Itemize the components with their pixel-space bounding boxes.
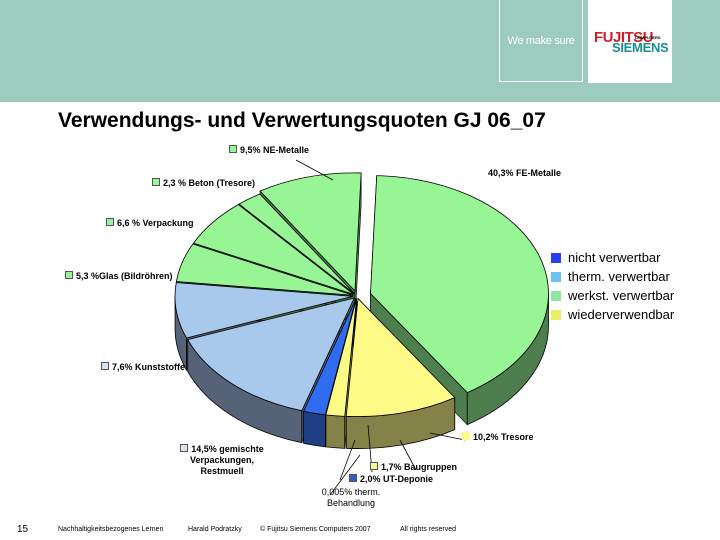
leader-line <box>429 432 466 441</box>
label-text: 14,5% gemischte <box>191 444 264 454</box>
swatch-icon <box>229 145 237 153</box>
label-text: 0,005% therm. <box>321 487 381 497</box>
swatch-icon <box>101 362 109 370</box>
swatch-icon <box>152 178 160 186</box>
swatch-icon <box>180 444 189 452</box>
legend-swatch-icon <box>551 309 561 320</box>
label-ut-deponie: 2,0% UT-Deponie <box>349 474 433 485</box>
legend-swatch-icon <box>551 252 561 263</box>
swatch-icon <box>65 271 73 279</box>
swatch-icon <box>370 462 378 470</box>
label-baugruppen: 1,7% Baugruppen <box>370 462 457 473</box>
pie-slice-side <box>303 410 326 448</box>
legend-item-wiederverwendbar: wiederverwendbar <box>551 305 674 324</box>
leader-line <box>399 439 417 471</box>
company-logo: FUJITSU COMPUTERS SIEMENS <box>588 0 672 83</box>
pie-slice-7 <box>175 243 354 296</box>
chart-legend: nicht verwertbar therm. verwertbar werks… <box>551 248 674 324</box>
label-fe-metalle: 40,3% FE-Metalle <box>488 168 561 179</box>
tagline-text: We make sure <box>507 34 575 47</box>
label-text: 5,3 %Glas (Bildröhren) <box>76 271 173 281</box>
pie-slice-1 <box>345 297 456 417</box>
tagline: We make sure <box>499 0 583 82</box>
label-text: 7,6% Kunststoffe <box>112 362 186 372</box>
slide-title: Verwendungs- und Verwertungsquoten GJ 06… <box>58 109 546 132</box>
label-text: 6,6 % Verpackung <box>117 218 194 228</box>
swatch-icon <box>349 474 357 482</box>
logo-fujitsu-text: FUJITSU <box>594 29 654 46</box>
legend-label: werkst. verwertbar <box>568 288 675 303</box>
label-text: 2,3 % Beton (Tresore) <box>163 178 256 188</box>
leader-line <box>339 439 356 481</box>
slide-footer: 15 Nachhaltigkeitsbezogenes Lernen Haral… <box>0 524 720 538</box>
legend-label: nicht verwertbar <box>568 250 661 265</box>
label-beton: 2,3 % Beton (Tresore) <box>152 178 255 189</box>
pie-slice-9 <box>238 193 355 295</box>
logo-computers-text: COMPUTERS <box>635 35 661 40</box>
pie-slice-6 <box>174 282 354 339</box>
pie-top-faces <box>174 172 549 417</box>
footer-course: Nachhaltigkeitsbezogenes Lernen <box>58 526 164 533</box>
footer-rights: All rights reserved <box>400 526 457 533</box>
pie-slice-5 <box>187 297 355 412</box>
legend-item-nicht-verwertbar: nicht verwertbar <box>551 248 674 267</box>
label-therm-behandlung: 0,005% therm. Behandlung <box>306 487 396 509</box>
label-text: Verpackungen, <box>189 455 255 465</box>
legend-item-therm-verwertbar: therm. verwertbar <box>551 267 674 286</box>
label-text: Behandlung <box>326 498 376 508</box>
label-text: 2,0% UT-Deponie <box>360 474 434 484</box>
legend-swatch-icon <box>551 290 561 301</box>
pie-slice-4 <box>303 298 357 416</box>
label-ne-metalle: 9,5% NE-Metalle <box>229 145 309 156</box>
pie-slice-side <box>325 414 346 449</box>
label-text: 10,2% Tresore <box>473 432 534 442</box>
label-text: Restmuell <box>200 466 244 476</box>
label-tresore: 10,2% Tresore <box>462 432 534 443</box>
footer-author: Harald Podratzky <box>188 526 242 533</box>
logo-siemens-text: SIEMENS <box>612 40 669 55</box>
header-band: We make sure FUJITSU COMPUTERS SIEMENS <box>0 0 720 102</box>
swatch-icon <box>106 218 114 226</box>
legend-swatch-icon <box>551 271 561 282</box>
pie-slice-10 <box>259 172 362 292</box>
legend-item-werkst-verwertbar: werkst. verwertbar <box>551 286 674 305</box>
legend-label: therm. verwertbar <box>568 269 670 284</box>
leader-line <box>329 454 361 496</box>
label-gemischte-verpackungen: 14,5% gemischte Verpackungen, Restmuell <box>172 444 272 477</box>
label-glas: 5,3 %Glas (Bildröhren) <box>65 271 173 282</box>
label-verpackung: 6,6 % Verpackung <box>106 218 194 229</box>
label-text: 9,5% NE-Metalle <box>240 145 310 155</box>
pie-slice-0 <box>370 175 549 394</box>
pie-slice-8 <box>192 204 355 295</box>
page-number: 15 <box>17 524 29 535</box>
footer-copyright: © Fujitsu Siemens Computers 2007 <box>260 526 371 533</box>
leader-line <box>295 159 334 181</box>
label-text: 40,3% FE-Metalle <box>488 168 562 178</box>
swatch-icon <box>462 432 470 440</box>
label-kunststoffe: 7,6% Kunststoffe <box>101 362 185 373</box>
label-text: 1,7% Baugruppen <box>381 462 458 472</box>
legend-label: wiederverwendbar <box>568 307 675 322</box>
